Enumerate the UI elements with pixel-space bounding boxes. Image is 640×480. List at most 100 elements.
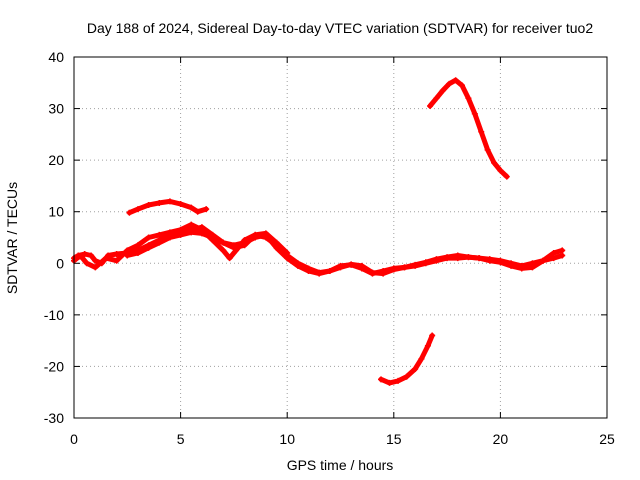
data-point [134,242,141,249]
data-point [124,252,131,259]
chart-title: Day 188 of 2024, Sidereal Day-to-day VTE… [87,20,594,36]
data-point [550,255,557,262]
data-point [412,366,419,373]
data-point [369,269,376,276]
data-point [252,231,259,238]
y-tick-label: 0 [56,255,64,271]
data-point [113,251,120,258]
data-point [439,87,446,94]
data-point [508,262,515,269]
data-point [156,239,163,246]
data-point [83,260,90,267]
data-point [316,269,323,276]
y-tick-label: 40 [48,49,64,65]
data-point [188,229,195,236]
x-tick-label: 5 [177,431,185,447]
data-point [203,206,210,213]
data-point [518,265,525,272]
data-point [452,77,459,84]
data-point [262,230,269,237]
data-point [395,377,402,384]
data-point [241,242,248,249]
data-point [145,234,152,241]
data-point [81,251,88,258]
data-point [484,146,491,153]
data-point [503,173,510,180]
data-point [529,264,536,271]
data-point [540,257,547,264]
x-tick-label: 15 [386,431,402,447]
data-point [465,95,472,102]
series-high-arc [427,77,510,180]
data-point [305,265,312,272]
data-point [124,247,131,254]
data-point [446,80,453,87]
data-point [422,259,429,266]
data-point [380,270,387,277]
data-point [188,221,195,228]
y-tick-label: 30 [48,101,64,117]
data-point [412,261,419,268]
data-point [424,342,431,349]
data-point [497,259,504,266]
x-axis-label: GPS time / hours [287,457,394,473]
data-point [134,206,141,213]
data-point [92,257,99,264]
data-point [465,254,472,261]
data-point [177,226,184,233]
y-tick-label: -10 [44,307,64,323]
data-point [401,264,408,271]
data-point [177,200,184,207]
data-point [134,249,141,256]
data-point [92,264,99,271]
x-tick-label: 20 [493,431,509,447]
y-tick-label: 10 [48,204,64,220]
data-point [358,262,365,269]
data-point [326,268,333,275]
y-tick-label: 20 [48,152,64,168]
data-point [145,202,152,209]
data-point [113,257,120,264]
data-point [476,255,483,262]
series-main-band-C [124,229,291,259]
data-point [209,234,216,241]
data-point [126,209,133,216]
data-point [348,261,355,268]
data-point [550,249,557,256]
x-tick-label: 0 [70,431,78,447]
data-point [88,252,95,259]
y-tick-label: -30 [44,410,64,426]
data-point [378,376,385,383]
data-point [226,255,233,262]
data-point [454,252,461,259]
data-point [156,199,163,206]
data-point [194,208,201,215]
data-traces [71,77,566,386]
data-point [486,257,493,264]
data-point [427,102,434,109]
plot-frame [73,56,608,419]
data-point [166,229,173,236]
data-point [156,231,163,238]
data-point [390,266,397,273]
x-tick-label: 10 [279,431,295,447]
data-point [418,355,425,362]
data-point [433,256,440,263]
data-point [403,373,410,380]
data-point [478,128,485,135]
data-point [559,252,566,259]
data-point [444,254,451,261]
data-point [284,249,291,256]
grid-lines [74,57,607,418]
data-point [188,204,195,211]
data-point [273,239,280,246]
data-point [166,198,173,205]
data-point [337,264,344,271]
x-tick-label: 25 [599,431,615,447]
data-point [177,231,184,238]
data-point [459,82,466,89]
data-point [433,95,440,102]
data-point [386,379,393,386]
axis-ticks: 0 5 10 15 20 25 -30 -20 -10 0 10 20 30 40 [44,49,615,447]
